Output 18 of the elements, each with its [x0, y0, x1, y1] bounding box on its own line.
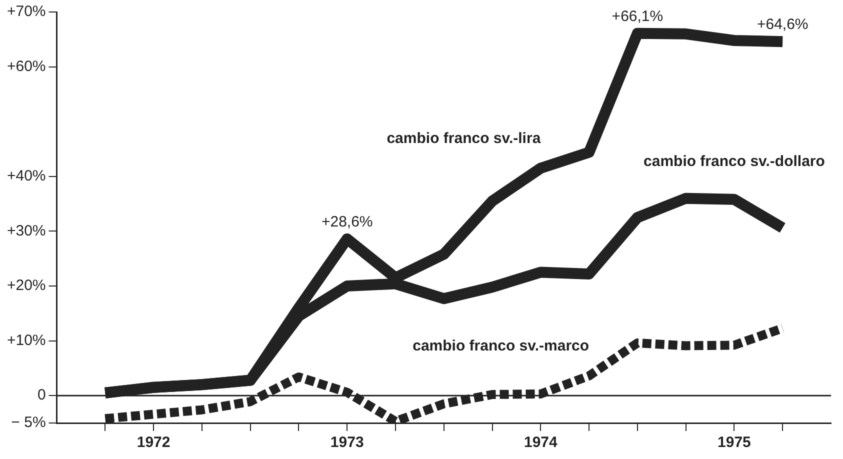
series-label: cambio franco sv.-lira	[386, 130, 542, 147]
annotation: +66,1%	[612, 8, 664, 26]
text: cambio franco sv.-dollaro	[644, 153, 825, 170]
annotation: +28,6%	[321, 214, 373, 231]
x-tick-label: 1975	[718, 434, 751, 452]
y-tick-label: +60%	[6, 58, 46, 75]
annotation: +64,6%	[756, 16, 808, 34]
x-tick-label: 1974	[524, 434, 558, 452]
y-tick-label: − 5%	[11, 414, 46, 432]
y-tick-label: +40%	[6, 168, 46, 185]
y-tick-label: +10%	[6, 332, 46, 349]
x-tick-label: 1973	[330, 434, 364, 452]
y-tick-label: 0	[37, 386, 46, 404]
y-tick-label: +70%	[6, 3, 46, 20]
y-tick-label: +20%	[6, 277, 46, 294]
x-tick-label: 1972	[136, 434, 170, 452]
y-tick-label: +30%	[6, 222, 46, 240]
series-label: cambio franco sv.-marco	[412, 338, 590, 355]
